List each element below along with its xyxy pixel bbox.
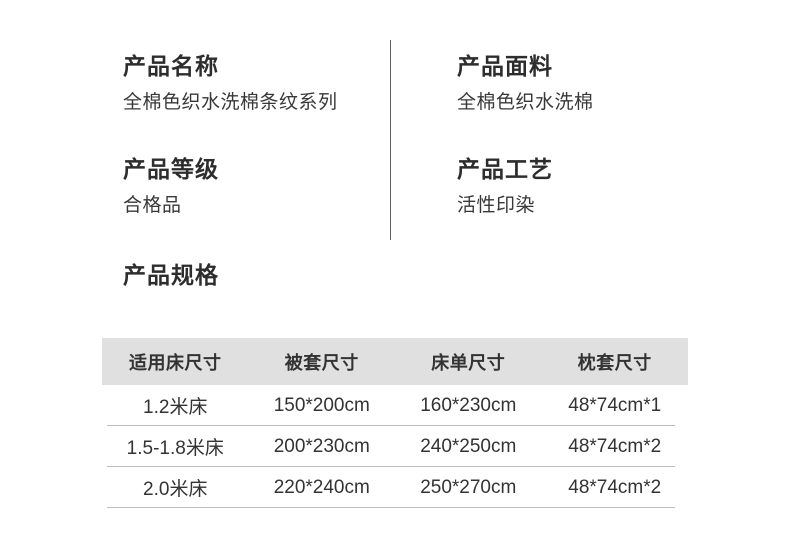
table-row: 1.2米床 150*200cm 160*230cm 48*74cm*1 bbox=[102, 385, 688, 426]
section-product-name: 产品名称 全棉色织水洗棉条纹系列 bbox=[123, 53, 338, 114]
header-pillowcase-size: 枕套尺寸 bbox=[577, 352, 652, 373]
header-bed-size: 适用床尺寸 bbox=[129, 352, 222, 373]
table-row: 1.5-1.8米床 200*230cm 240*250cm 48*74cm*2 bbox=[102, 426, 688, 467]
table-cell: 2.0米床 bbox=[143, 479, 208, 500]
table-cell: 48*74cm*2 bbox=[568, 476, 662, 498]
section-product-grade: 产品等级 合格品 bbox=[123, 156, 219, 217]
table-cell: 150*200cm bbox=[273, 394, 370, 416]
product-craft-heading: 产品工艺 bbox=[457, 156, 553, 182]
product-name-heading: 产品名称 bbox=[123, 53, 219, 79]
vertical-divider bbox=[390, 40, 391, 240]
table-cell: 1.5-1.8米床 bbox=[126, 438, 224, 459]
product-craft-value: 活性印染 bbox=[457, 195, 536, 216]
spec-table: 适用床尺寸 被套尺寸 床单尺寸 枕套尺寸 1.2米床 150*200cm 160… bbox=[102, 338, 688, 508]
product-fabric-heading: 产品面料 bbox=[457, 53, 553, 79]
product-fabric-value: 全棉色织水洗棉 bbox=[457, 92, 594, 113]
section-product-fabric: 产品面料 全棉色织水洗棉 bbox=[457, 53, 594, 114]
table-row: 2.0米床 220*240cm 250*270cm 48*74cm*2 bbox=[102, 467, 688, 508]
table-cell: 1.2米床 bbox=[143, 397, 208, 418]
product-grade-heading: 产品等级 bbox=[123, 156, 219, 182]
table-cell: 200*230cm bbox=[273, 435, 370, 457]
section-product-craft: 产品工艺 活性印染 bbox=[457, 156, 553, 217]
table-cell: 240*250cm bbox=[420, 435, 517, 457]
header-duvet-cover-size: 被套尺寸 bbox=[284, 352, 359, 373]
header-sheet-size: 床单尺寸 bbox=[431, 352, 506, 373]
specifications-heading: 产品规格 bbox=[123, 262, 219, 288]
table-cell: 48*74cm*2 bbox=[568, 435, 662, 457]
table-cell: 160*230cm bbox=[420, 394, 517, 416]
table-cell: 48*74cm*1 bbox=[568, 394, 662, 416]
table-cell: 220*240cm bbox=[273, 476, 370, 498]
table-cell: 250*270cm bbox=[420, 476, 517, 498]
product-grade-value: 合格品 bbox=[123, 195, 182, 216]
product-name-value: 全棉色织水洗棉条纹系列 bbox=[123, 92, 338, 113]
spec-table-header-row: 适用床尺寸 被套尺寸 床单尺寸 枕套尺寸 bbox=[102, 338, 688, 385]
